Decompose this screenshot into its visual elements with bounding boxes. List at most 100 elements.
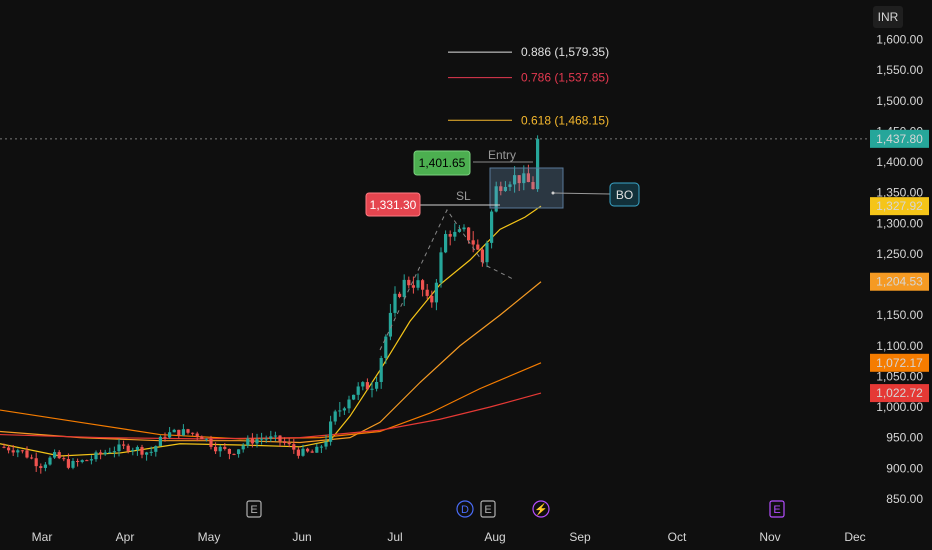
candle[interactable] [485,242,489,263]
candle[interactable] [131,450,135,452]
candle[interactable] [292,444,296,450]
candle[interactable] [200,436,204,440]
candle[interactable] [66,459,70,468]
candle[interactable] [25,450,29,458]
candle[interactable] [526,173,530,183]
candle[interactable] [384,336,388,359]
candle[interactable] [260,438,264,440]
price-badge[interactable] [870,197,929,216]
candle[interactable] [154,446,158,452]
candle[interactable] [177,429,181,436]
candle[interactable] [416,280,420,288]
candle[interactable] [342,408,346,411]
event-marker-icon[interactable] [769,500,785,518]
consolidation-box[interactable] [489,167,564,209]
candle[interactable] [126,445,130,452]
candle[interactable] [80,460,84,462]
candle[interactable] [471,240,475,245]
candle[interactable] [89,459,93,461]
candle[interactable] [430,295,434,303]
candle[interactable] [76,460,80,462]
price-badge[interactable] [870,384,929,403]
candle[interactable] [531,182,535,190]
candle[interactable] [361,382,365,387]
candle[interactable] [181,429,185,436]
candle[interactable] [241,445,245,450]
candle[interactable] [356,386,360,395]
price-badge[interactable] [870,129,929,148]
candle[interactable] [352,394,356,400]
candle[interactable] [2,446,6,448]
event-marker-icon[interactable] [480,500,496,518]
candle[interactable] [237,449,241,455]
candle[interactable] [48,457,52,465]
candle[interactable] [375,381,379,389]
candle[interactable] [255,439,259,444]
candle[interactable] [457,229,461,232]
entry-price-box[interactable] [413,150,471,176]
candle[interactable] [462,227,466,230]
candle[interactable] [163,436,167,438]
candle[interactable] [273,435,277,437]
candle[interactable] [536,138,540,190]
candle[interactable] [7,447,11,451]
candle[interactable] [347,399,351,409]
candle[interactable] [365,382,369,390]
candle[interactable] [388,312,392,337]
breakout-box[interactable] [609,182,640,207]
price-axis[interactable]: INR1,600.001,550.001,500.001,450.001,400… [870,6,929,506]
candle[interactable] [439,252,443,283]
candle[interactable] [16,450,20,453]
candle[interactable] [53,452,57,458]
candle[interactable] [517,175,521,184]
candle[interactable] [232,453,236,455]
candle[interactable] [85,460,89,462]
candle[interactable] [172,429,176,433]
candle[interactable] [145,452,149,455]
candle[interactable] [149,451,153,453]
candle[interactable] [191,432,195,434]
candle[interactable] [393,293,397,313]
candle[interactable] [94,452,98,460]
candle[interactable] [39,466,43,468]
candle[interactable] [310,451,314,453]
candle[interactable] [209,438,213,447]
price-badge[interactable] [870,272,929,291]
candle[interactable] [250,438,254,444]
candle[interactable] [333,411,337,422]
candle[interactable] [370,388,374,390]
candle[interactable] [186,429,190,433]
price-badge[interactable] [870,353,929,372]
candle[interactable] [444,234,448,253]
candle[interactable] [453,231,457,237]
event-marker-icon[interactable] [246,500,262,518]
candle[interactable] [278,435,282,442]
candle[interactable] [112,451,116,453]
candle[interactable] [324,441,328,447]
candle[interactable] [338,410,342,412]
candle[interactable] [315,446,319,453]
time-axis[interactable]: Mar Apr May Jun Jul Aug Sep Oct Nov Dec [32,530,866,544]
candle[interactable] [269,436,273,439]
candle[interactable] [448,234,452,237]
candle[interactable] [407,279,411,286]
candle[interactable] [467,227,471,241]
candle[interactable] [34,458,38,467]
candle[interactable] [103,452,107,455]
candle[interactable] [434,282,438,303]
candle[interactable] [168,432,172,438]
candle[interactable] [499,186,503,191]
candle[interactable] [43,464,47,468]
candle[interactable] [140,447,144,455]
candle[interactable] [218,446,222,452]
candle[interactable] [296,449,300,456]
candle[interactable] [283,441,287,444]
candle[interactable] [522,173,526,184]
candle[interactable] [319,446,323,448]
candle[interactable] [71,460,75,468]
candle[interactable] [62,458,66,460]
candle[interactable] [214,446,218,452]
candle[interactable] [480,249,484,263]
candle[interactable] [398,293,402,297]
candle[interactable] [508,184,512,187]
